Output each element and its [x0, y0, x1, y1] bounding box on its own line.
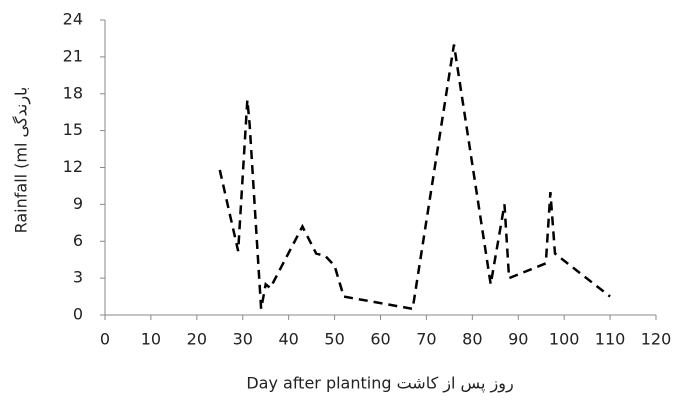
x-tick-label: 50 [324, 330, 344, 349]
y-tick-label: 3 [73, 268, 83, 287]
y-tick-label: 21 [63, 46, 83, 65]
x-tick-label: 20 [187, 330, 207, 349]
x-tick-label: 0 [100, 330, 110, 349]
y-tick-label: 0 [73, 305, 83, 324]
x-tick-label: 90 [508, 330, 528, 349]
y-tick-label: 12 [63, 157, 83, 176]
x-tick-label: 60 [370, 330, 390, 349]
y-tick-label: 24 [63, 10, 83, 29]
x-tick-label: 100 [549, 330, 580, 349]
x-tick-label: 30 [233, 330, 253, 349]
y-tick-label: 6 [73, 231, 83, 250]
y-tick-label: 18 [63, 83, 83, 102]
y-axis-label: Rainfall (ml بارندگی [12, 87, 32, 234]
y-tick-label: 15 [63, 120, 83, 139]
x-tick-label: 80 [462, 330, 482, 349]
x-tick-label: 120 [641, 330, 672, 349]
x-tick-label: 70 [416, 330, 436, 349]
y-tick-label: 9 [73, 194, 83, 213]
x-tick-label: 110 [595, 330, 626, 349]
x-tick-label: 40 [278, 330, 298, 349]
data-line [218, 44, 611, 311]
x-tick-label: 10 [141, 330, 161, 349]
x-axis-label: Day after planting روز پس از کاشت [246, 374, 513, 394]
